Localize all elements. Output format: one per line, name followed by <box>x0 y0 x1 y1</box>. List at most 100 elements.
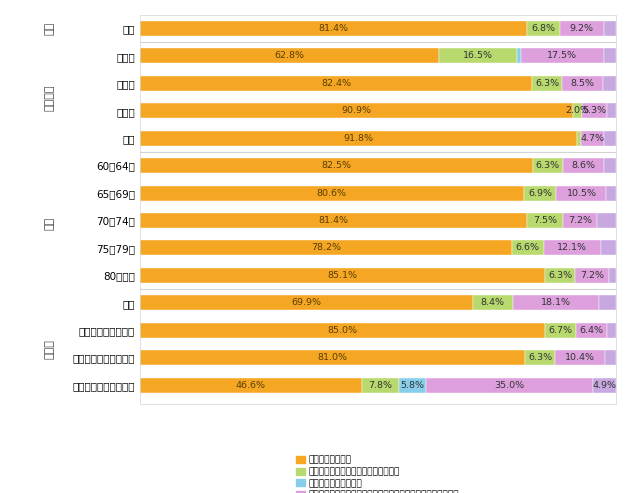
Text: 12.1%: 12.1% <box>558 244 587 252</box>
Bar <box>544 241 601 255</box>
Bar <box>599 295 616 310</box>
Bar <box>556 350 605 365</box>
Bar <box>512 241 544 255</box>
Bar <box>609 268 616 283</box>
Text: 8.5%: 8.5% <box>570 79 594 88</box>
Bar <box>527 213 563 228</box>
Bar <box>140 295 472 310</box>
Bar <box>605 350 616 365</box>
Text: 4.9%: 4.9% <box>592 381 617 389</box>
Bar <box>604 48 616 64</box>
Bar <box>140 158 533 173</box>
Bar <box>563 158 603 173</box>
Text: 5.8%: 5.8% <box>401 381 425 389</box>
Bar <box>533 158 563 173</box>
Bar <box>512 295 599 310</box>
Text: 10.4%: 10.4% <box>565 353 595 362</box>
Text: 62.8%: 62.8% <box>274 51 304 61</box>
Bar <box>361 378 399 392</box>
Bar <box>527 21 559 36</box>
Text: 85.0%: 85.0% <box>327 326 357 335</box>
Bar <box>606 185 616 201</box>
Text: 81.0%: 81.0% <box>318 353 347 362</box>
Text: 6.4%: 6.4% <box>580 326 604 335</box>
Text: 7.2%: 7.2% <box>580 271 604 280</box>
Text: 16.5%: 16.5% <box>463 51 493 61</box>
Bar <box>573 103 582 118</box>
Bar <box>140 378 361 392</box>
Bar <box>140 21 527 36</box>
Text: 91.8%: 91.8% <box>344 134 373 142</box>
Bar <box>140 322 544 338</box>
Bar <box>525 350 556 365</box>
Bar <box>603 21 616 36</box>
Bar <box>603 131 616 146</box>
Text: 全体: 全体 <box>44 22 54 35</box>
Text: 年齢: 年齢 <box>44 217 54 230</box>
Bar <box>426 378 593 392</box>
Text: 6.3%: 6.3% <box>535 161 559 170</box>
Bar <box>563 213 598 228</box>
Bar <box>521 48 604 64</box>
Bar <box>140 350 525 365</box>
Bar <box>399 378 426 392</box>
Bar <box>603 76 616 91</box>
Text: 7.8%: 7.8% <box>368 381 392 389</box>
Bar <box>556 185 606 201</box>
Bar <box>544 322 577 338</box>
Text: 8.4%: 8.4% <box>481 298 505 307</box>
Text: 17.5%: 17.5% <box>547 51 577 61</box>
Text: 6.6%: 6.6% <box>516 244 540 252</box>
Bar <box>577 131 581 146</box>
Bar <box>140 241 512 255</box>
Bar <box>140 76 532 91</box>
Text: 82.5%: 82.5% <box>321 161 351 170</box>
Text: 6.7%: 6.7% <box>549 326 573 335</box>
Bar <box>607 103 616 118</box>
Text: 5.3%: 5.3% <box>583 106 607 115</box>
Bar <box>439 48 518 64</box>
Text: 35.0%: 35.0% <box>495 381 525 389</box>
Bar <box>562 76 603 91</box>
Text: 2.0%: 2.0% <box>565 106 589 115</box>
Text: 90.9%: 90.9% <box>341 106 371 115</box>
Bar <box>140 268 545 283</box>
Text: 7.5%: 7.5% <box>533 216 558 225</box>
Text: 6.8%: 6.8% <box>531 24 556 33</box>
Bar <box>601 241 616 255</box>
Text: 7.2%: 7.2% <box>568 216 592 225</box>
Legend: 持家（一戸建て）, 持家（分譲マンション等の集合住宅）, 賃貸住宅（一戸建て）, 賃貸住宅（アパート、マンション、公営・公団等の集合住宅）, その他: 持家（一戸建て）, 持家（分譲マンション等の集合住宅）, 賃貸住宅（一戸建て）,… <box>297 456 459 493</box>
Bar <box>518 48 521 64</box>
Bar <box>140 213 527 228</box>
Text: 69.9%: 69.9% <box>291 298 321 307</box>
Bar <box>140 131 577 146</box>
Text: 9.2%: 9.2% <box>570 24 594 33</box>
Text: 81.4%: 81.4% <box>319 24 349 33</box>
Bar <box>603 158 616 173</box>
Bar <box>577 322 607 338</box>
Bar <box>140 103 573 118</box>
Text: 6.3%: 6.3% <box>548 271 572 280</box>
Text: 未既婚: 未既婚 <box>44 339 54 358</box>
Bar <box>575 268 609 283</box>
Text: 78.2%: 78.2% <box>311 244 341 252</box>
Text: 6.9%: 6.9% <box>528 188 552 198</box>
Text: 4.7%: 4.7% <box>580 134 605 142</box>
Text: 85.1%: 85.1% <box>328 271 358 280</box>
Bar <box>523 185 556 201</box>
Bar <box>593 378 617 392</box>
Text: 10.5%: 10.5% <box>566 188 596 198</box>
Bar <box>607 322 616 338</box>
Bar <box>140 185 523 201</box>
Bar <box>598 213 616 228</box>
Text: 46.6%: 46.6% <box>236 381 265 389</box>
Bar <box>581 131 603 146</box>
Text: 6.3%: 6.3% <box>535 79 559 88</box>
Bar <box>140 48 439 64</box>
Bar <box>559 21 603 36</box>
Text: 81.4%: 81.4% <box>319 216 349 225</box>
Text: 6.3%: 6.3% <box>528 353 552 362</box>
Bar <box>582 103 608 118</box>
Text: 82.4%: 82.4% <box>321 79 351 88</box>
Bar <box>545 268 575 283</box>
